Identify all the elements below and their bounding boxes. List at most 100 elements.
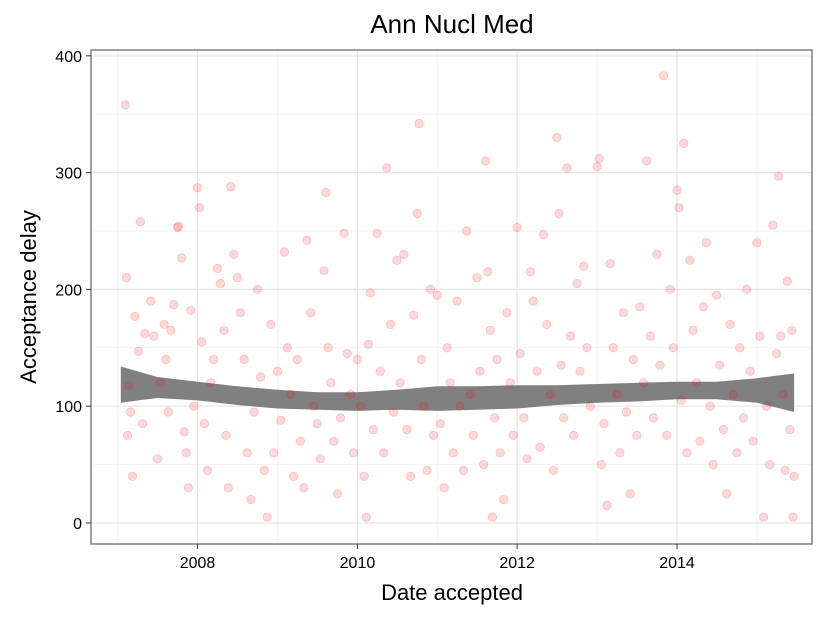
data-point bbox=[163, 407, 173, 417]
data-point bbox=[359, 471, 369, 481]
data-point bbox=[718, 424, 729, 435]
data-point bbox=[789, 471, 799, 481]
data-point bbox=[299, 483, 309, 493]
ticks: 0 100 200 300 400 2008 2010 2012 2014 bbox=[55, 49, 695, 572]
data-point bbox=[692, 378, 702, 388]
data-point bbox=[776, 331, 786, 341]
data-point bbox=[219, 325, 229, 335]
data-point bbox=[326, 378, 336, 388]
data-point bbox=[177, 253, 187, 263]
x-tick-label: 2008 bbox=[180, 555, 216, 572]
data-point bbox=[246, 494, 256, 505]
data-point bbox=[192, 183, 203, 193]
data-point bbox=[432, 290, 442, 300]
data-point bbox=[725, 319, 735, 329]
data-point bbox=[335, 413, 345, 423]
data-point bbox=[602, 500, 612, 511]
data-point bbox=[309, 401, 319, 411]
data-point bbox=[161, 354, 171, 365]
data-point bbox=[186, 305, 196, 315]
data-point bbox=[621, 407, 632, 417]
data-point bbox=[752, 238, 762, 248]
data-point bbox=[229, 249, 239, 259]
plot-background bbox=[91, 50, 812, 544]
data-point bbox=[572, 278, 582, 289]
data-point bbox=[239, 354, 249, 365]
data-point bbox=[545, 389, 556, 400]
data-point bbox=[472, 273, 482, 283]
data-point bbox=[379, 448, 389, 458]
data-point bbox=[762, 401, 772, 411]
data-point bbox=[448, 448, 458, 458]
grid bbox=[91, 50, 812, 544]
data-point bbox=[528, 296, 538, 306]
data-point bbox=[202, 465, 212, 475]
data-point bbox=[562, 163, 572, 173]
data-point bbox=[332, 489, 342, 499]
data-point bbox=[342, 348, 352, 359]
data-point bbox=[395, 378, 405, 388]
data-point bbox=[615, 448, 625, 458]
data-point bbox=[682, 448, 692, 458]
data-point bbox=[206, 378, 216, 388]
data-point bbox=[445, 378, 455, 388]
data-point bbox=[592, 162, 602, 172]
data-point bbox=[428, 430, 439, 440]
y-tick-label: 300 bbox=[55, 166, 82, 183]
data-point bbox=[605, 259, 615, 269]
data-point bbox=[741, 284, 752, 294]
data-point bbox=[519, 413, 529, 423]
data-point bbox=[159, 319, 169, 329]
data-point bbox=[668, 343, 678, 353]
data-point bbox=[582, 343, 592, 353]
data-point bbox=[475, 366, 485, 376]
data-point bbox=[226, 182, 236, 192]
data-point bbox=[745, 366, 755, 376]
data-point bbox=[323, 343, 333, 353]
data-point bbox=[365, 288, 375, 298]
data-point bbox=[535, 442, 545, 452]
data-point bbox=[232, 273, 242, 283]
smooth-band bbox=[120, 366, 795, 412]
x-tick-label: 2012 bbox=[499, 555, 535, 572]
points bbox=[120, 71, 799, 522]
x-tick-label: 2010 bbox=[340, 555, 376, 572]
data-point bbox=[259, 465, 269, 475]
data-point bbox=[483, 267, 493, 277]
data-point bbox=[685, 255, 695, 265]
data-point bbox=[698, 302, 708, 312]
data-point bbox=[363, 339, 373, 349]
data-point bbox=[721, 489, 732, 499]
data-point bbox=[382, 163, 392, 173]
data-point bbox=[785, 424, 795, 435]
data-point bbox=[149, 331, 159, 341]
data-point bbox=[508, 430, 519, 440]
data-point bbox=[262, 512, 272, 522]
data-point bbox=[780, 465, 790, 475]
data-point bbox=[173, 221, 183, 231]
y-tick-label: 100 bbox=[55, 399, 82, 416]
data-point bbox=[439, 483, 449, 493]
data-point bbox=[655, 360, 665, 370]
data-point bbox=[179, 427, 189, 437]
data-point bbox=[221, 430, 231, 440]
data-point bbox=[596, 459, 606, 470]
data-point bbox=[276, 415, 286, 425]
data-point bbox=[548, 465, 559, 475]
data-point bbox=[302, 235, 312, 245]
data-point bbox=[194, 203, 205, 213]
data-point bbox=[505, 378, 515, 388]
data-point bbox=[312, 419, 322, 429]
data-point bbox=[183, 483, 193, 493]
data-point bbox=[732, 448, 742, 458]
chart-title: Ann Nucl Med bbox=[370, 9, 533, 39]
data-point bbox=[252, 284, 263, 294]
y-tick-label: 400 bbox=[55, 49, 82, 66]
data-point bbox=[665, 284, 675, 294]
data-point bbox=[705, 401, 715, 411]
data-point bbox=[679, 138, 689, 148]
data-point bbox=[199, 419, 209, 429]
data-point bbox=[645, 331, 655, 341]
data-point bbox=[405, 471, 416, 481]
